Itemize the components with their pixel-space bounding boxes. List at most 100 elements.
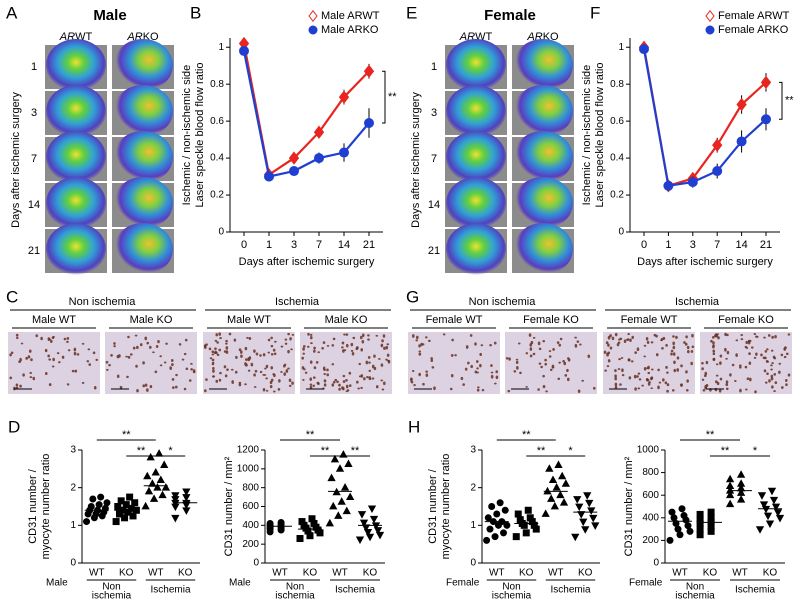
cell-stain xyxy=(413,384,416,387)
cell-stain xyxy=(636,375,639,378)
group-label: Ischemia xyxy=(150,585,190,596)
cell-stain xyxy=(528,333,532,337)
cell-stain xyxy=(763,336,766,339)
cell-stain xyxy=(657,368,660,372)
cell-stain xyxy=(265,377,268,380)
cell-stain xyxy=(470,364,473,369)
cell-stain xyxy=(317,351,321,354)
cell-stain xyxy=(385,345,389,350)
x-axis-label: Days after ischemic surgery xyxy=(239,256,375,268)
cell-stain xyxy=(787,373,791,377)
significance-label: * xyxy=(753,445,758,457)
cell-stain xyxy=(665,344,668,347)
cell-stain xyxy=(655,353,659,357)
cell-stain xyxy=(576,340,580,343)
group-label: ischemia xyxy=(92,591,132,600)
data-point xyxy=(725,486,735,494)
cell-stain xyxy=(218,332,222,336)
cell-stain xyxy=(676,356,680,360)
cell-stain xyxy=(58,361,61,364)
cell-stain xyxy=(231,380,234,384)
cell-stain xyxy=(142,361,145,365)
x-tick-label: KO xyxy=(763,568,778,579)
cell-stain xyxy=(748,361,752,365)
cell-stain xyxy=(770,374,774,378)
cell-stain xyxy=(219,337,222,340)
data-point xyxy=(773,509,783,517)
data-point xyxy=(171,492,180,500)
cell-stain xyxy=(360,348,364,352)
cell-stain xyxy=(27,355,31,359)
data-point xyxy=(526,514,534,522)
cell-stain xyxy=(637,372,641,375)
cell-stain xyxy=(753,332,757,336)
data-point xyxy=(556,490,565,499)
cell-stain xyxy=(604,369,607,372)
data-point xyxy=(161,483,171,491)
cell-stain xyxy=(345,333,349,336)
cell-stain xyxy=(211,353,215,356)
data-point xyxy=(775,514,785,523)
cell-stain xyxy=(442,333,446,336)
data-point xyxy=(736,479,746,487)
cell-stain xyxy=(25,356,28,360)
cell-stain xyxy=(288,384,292,387)
cell-stain xyxy=(538,347,542,351)
y-axis-label: Laser speckle blood flow ratio xyxy=(194,63,206,208)
cell-stain xyxy=(15,336,19,340)
sex-label: Female xyxy=(446,578,480,589)
data-point xyxy=(266,519,274,527)
legend-label: Female ARWT xyxy=(718,10,790,22)
cell-stain xyxy=(490,364,493,367)
cell-stain xyxy=(321,347,324,350)
data-point xyxy=(89,495,97,503)
cell-stain xyxy=(666,389,669,393)
cell-stain xyxy=(278,379,281,383)
cell-stain xyxy=(204,345,207,350)
row-label: 1 xyxy=(431,61,437,73)
perfusion-signal xyxy=(113,131,173,183)
cell-stain xyxy=(673,368,677,373)
y-tick-label: 1200 xyxy=(237,445,260,456)
data-point xyxy=(95,501,103,509)
data-point xyxy=(149,494,159,502)
significance-label: ** xyxy=(537,445,546,457)
cell-stain xyxy=(47,354,50,358)
cell-stain xyxy=(211,361,215,364)
cell-stain xyxy=(154,370,158,374)
cell-stain xyxy=(267,338,271,342)
cell-stain xyxy=(345,378,348,382)
y-tick-label: 0 xyxy=(253,558,259,569)
sample-label: Male WT xyxy=(32,314,76,326)
cell-stain xyxy=(508,357,511,361)
cell-stain xyxy=(646,340,650,344)
cell-stain xyxy=(73,347,77,352)
cell-stain xyxy=(116,374,120,379)
cell-stain xyxy=(760,353,763,357)
cell-stain xyxy=(549,368,553,371)
cell-stain xyxy=(214,350,217,354)
cell-stain xyxy=(81,342,85,345)
cell-stain xyxy=(382,381,386,386)
cell-stain xyxy=(744,365,748,369)
x-tick-label: WT xyxy=(89,568,105,579)
panel-letter: B xyxy=(190,3,201,22)
data-point xyxy=(771,503,781,512)
cell-stain xyxy=(621,373,625,377)
cell-stain xyxy=(770,368,773,371)
cell-stain xyxy=(633,374,637,379)
cell-stain xyxy=(607,351,611,355)
legend-marker xyxy=(308,25,318,35)
cell-stain xyxy=(323,373,327,376)
cell-stain xyxy=(425,370,428,373)
x-tick-label: 0 xyxy=(641,239,647,251)
x-tick-label: 14 xyxy=(338,239,350,251)
y-tick-label: 2 xyxy=(70,482,76,493)
y-axis-label: Days after ischemic surgery xyxy=(410,92,422,228)
cell-stain xyxy=(636,347,640,352)
data-point xyxy=(558,471,567,480)
perfusion-signal xyxy=(446,131,506,183)
significance-label: ** xyxy=(306,429,315,441)
data-point xyxy=(97,493,105,501)
data-point xyxy=(264,171,274,182)
